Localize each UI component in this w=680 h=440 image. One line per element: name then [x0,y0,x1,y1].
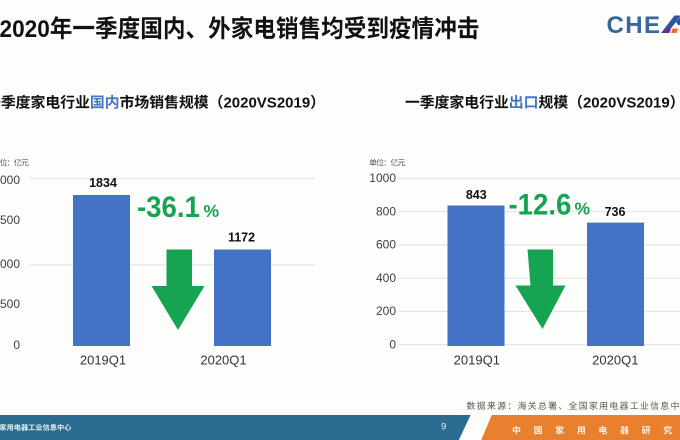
svg-text:736: 736 [605,205,626,219]
svg-text:2019Q1: 2019Q1 [80,353,126,368]
svg-text:1000: 1000 [0,257,20,271]
svg-text:2020Q1: 2020Q1 [592,353,638,368]
svg-text:600: 600 [376,238,396,252]
svg-text:2020VS2019: 2020VS2019 [583,95,670,112]
svg-text:1172: 1172 [228,231,255,245]
svg-text:1500: 1500 [0,213,20,227]
svg-text:-12.6: -12.6 [509,188,572,221]
svg-text:0: 0 [389,338,396,352]
svg-text:2020: 2020 [0,15,50,42]
svg-text:1834: 1834 [89,176,117,190]
svg-text:500: 500 [0,297,20,311]
svg-text:2019Q1: 2019Q1 [454,353,500,368]
svg-text:2020Q1: 2020Q1 [200,353,246,368]
svg-text:0: 0 [13,338,20,352]
svg-text:843: 843 [466,188,487,202]
svg-text:%: % [575,199,591,219]
svg-text:400: 400 [376,271,396,285]
svg-text:800: 800 [376,205,396,219]
svg-text:%: % [204,201,220,221]
svg-text:1000: 1000 [369,171,396,185]
svg-text:CHE: CHE [607,12,662,39]
svg-text:9: 9 [441,422,446,433]
svg-text:-36.1: -36.1 [137,191,200,224]
svg-text:2020VS2019: 2020VS2019 [223,95,310,112]
svg-text:200: 200 [376,304,396,318]
